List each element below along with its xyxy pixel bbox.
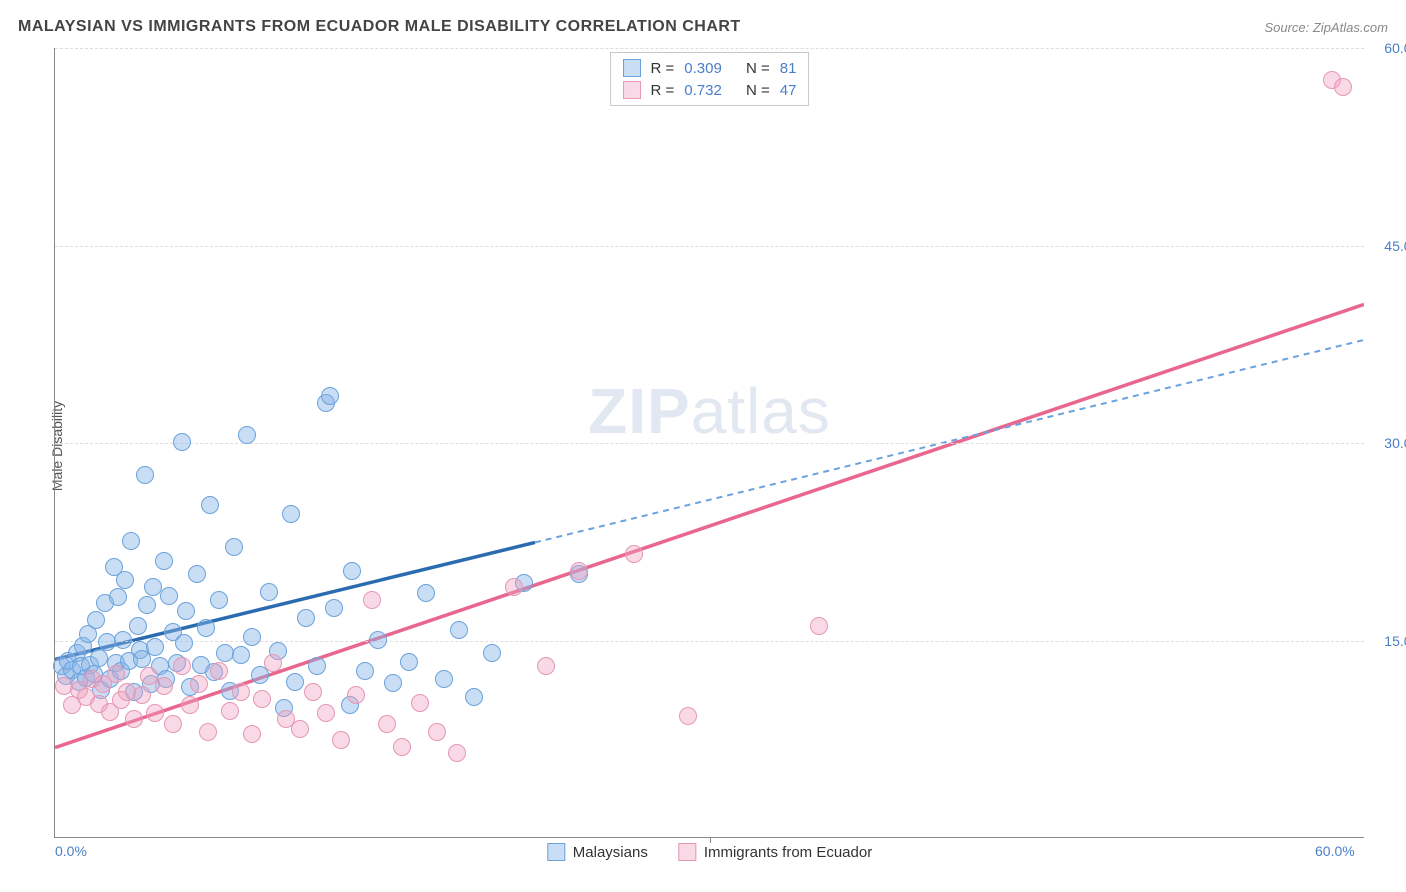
data-point-b [173, 657, 191, 675]
data-point-a [160, 587, 178, 605]
data-point-a [177, 602, 195, 620]
data-point-a [155, 552, 173, 570]
data-point-a [109, 588, 127, 606]
data-point-a [114, 631, 132, 649]
data-point-a [197, 619, 215, 637]
legend-item-ecuador: Immigrants from Ecuador [678, 843, 872, 861]
xtick-label: 60.0% [1315, 843, 1355, 859]
data-point-a [136, 466, 154, 484]
data-point-b [291, 720, 309, 738]
legend-row-ecuador: R = 0.732 N = 47 [623, 79, 797, 101]
xtick-label: 0.0% [55, 843, 87, 859]
data-point-a [325, 599, 343, 617]
data-point-b [243, 725, 261, 743]
data-point-a [188, 565, 206, 583]
data-point-b [347, 686, 365, 704]
data-point-b [363, 591, 381, 609]
data-point-a [400, 653, 418, 671]
data-point-a [321, 387, 339, 405]
data-point-a [238, 426, 256, 444]
data-point-a [210, 591, 228, 609]
data-point-a [384, 674, 402, 692]
data-point-a [146, 638, 164, 656]
scatter-plot-area: ZIPatlas R = 0.309 N = 81 R = 0.732 N = … [54, 48, 1364, 838]
data-point-b [107, 665, 125, 683]
source-attribution: Source: ZipAtlas.com [1264, 20, 1388, 35]
data-point-b [221, 702, 239, 720]
data-point-b [505, 578, 523, 596]
data-point-a [297, 609, 315, 627]
data-point-a [122, 532, 140, 550]
data-point-b [428, 723, 446, 741]
data-point-b [625, 545, 643, 563]
data-point-b [679, 707, 697, 725]
data-point-a [129, 617, 147, 635]
data-point-a [343, 562, 361, 580]
legend-row-malaysians: R = 0.309 N = 81 [623, 57, 797, 79]
gridline [55, 246, 1364, 247]
series-legend: Malaysians Immigrants from Ecuador [547, 843, 872, 861]
data-point-b [304, 683, 322, 701]
data-point-a [435, 670, 453, 688]
data-point-a [116, 571, 134, 589]
legend-swatch-a [547, 843, 565, 861]
watermark: ZIPatlas [588, 374, 831, 448]
data-point-b [411, 694, 429, 712]
data-point-b [317, 704, 335, 722]
data-point-a [173, 433, 191, 451]
data-point-b [810, 617, 828, 635]
ytick-label: 15.0% [1384, 633, 1406, 649]
data-point-a [417, 584, 435, 602]
data-point-a [87, 611, 105, 629]
data-point-a [308, 657, 326, 675]
xtick-mark [710, 837, 711, 843]
data-point-b [125, 710, 143, 728]
data-point-b [146, 704, 164, 722]
data-point-b [264, 654, 282, 672]
data-point-a [201, 496, 219, 514]
legend-item-malaysians: Malaysians [547, 843, 648, 861]
data-point-b [448, 744, 466, 762]
legend-swatch-a [623, 59, 641, 77]
data-point-b [210, 662, 228, 680]
gridline [55, 48, 1364, 49]
data-point-b [393, 738, 411, 756]
data-point-b [378, 715, 396, 733]
data-point-b [1334, 78, 1352, 96]
data-point-a [450, 621, 468, 639]
data-point-a [175, 634, 193, 652]
data-point-b [181, 696, 199, 714]
legend-swatch-b [678, 843, 696, 861]
data-point-b [537, 657, 555, 675]
data-point-a [138, 596, 156, 614]
data-point-b [232, 683, 250, 701]
chart-title: MALAYSIAN VS IMMIGRANTS FROM ECUADOR MAL… [18, 18, 741, 36]
data-point-a [243, 628, 261, 646]
data-point-a [232, 646, 250, 664]
data-point-a [286, 673, 304, 691]
data-point-a [465, 688, 483, 706]
ytick-label: 60.0% [1384, 40, 1406, 56]
data-point-a [90, 649, 108, 667]
data-point-b [190, 675, 208, 693]
data-point-a [356, 662, 374, 680]
data-point-a [483, 644, 501, 662]
data-point-b [164, 715, 182, 733]
correlation-legend: R = 0.309 N = 81 R = 0.732 N = 47 [610, 52, 810, 106]
data-point-a [260, 583, 278, 601]
ytick-label: 30.0% [1384, 435, 1406, 451]
data-point-b [199, 723, 217, 741]
chart-header: MALAYSIAN VS IMMIGRANTS FROM ECUADOR MAL… [18, 18, 1388, 36]
data-point-b [155, 677, 173, 695]
data-point-b [332, 731, 350, 749]
data-point-b [253, 690, 271, 708]
legend-swatch-b [623, 81, 641, 99]
data-point-a [225, 538, 243, 556]
data-point-b [570, 562, 588, 580]
data-point-a [369, 631, 387, 649]
data-point-a [282, 505, 300, 523]
data-point-b [133, 686, 151, 704]
ytick-label: 45.0% [1384, 238, 1406, 254]
